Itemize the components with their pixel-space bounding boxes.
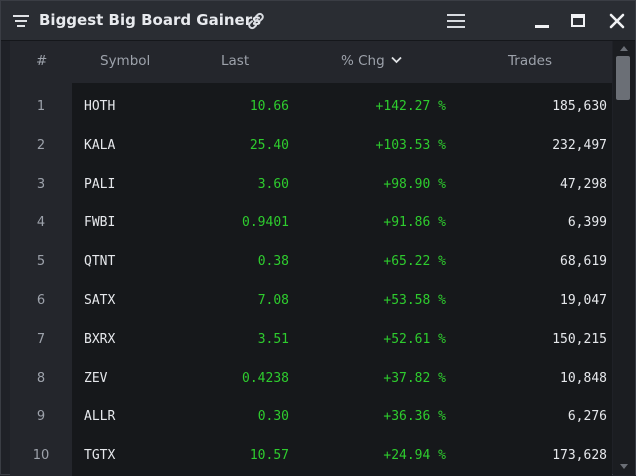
vertical-scrollbar[interactable] <box>613 41 635 475</box>
symbol-cell: PALI <box>84 176 116 192</box>
title-bar[interactable]: Biggest Big Board Gainers <box>1 1 635 41</box>
row-number: 5 <box>36 254 46 270</box>
column-header-chg-label: % Chg <box>341 53 385 69</box>
column-header-chg[interactable]: % Chg <box>341 53 402 69</box>
chevron-down-icon <box>391 56 402 64</box>
last-price-cell: 7.08 <box>257 293 289 308</box>
row-number: 1 <box>36 99 46 114</box>
symbol-cell: BXRX <box>84 331 116 347</box>
trades-cell: 6,399 <box>567 215 607 231</box>
row-number: 10 <box>32 448 50 464</box>
table-row[interactable]: 6 SATX 7.08 +53.58 % 19,047 <box>10 281 612 320</box>
column-header-trades[interactable]: Trades <box>508 53 552 69</box>
scroll-up-icon[interactable] <box>613 42 635 54</box>
trades-cell: 6,276 <box>567 409 607 425</box>
symbol-cell: QTNT <box>84 254 116 270</box>
minimize-icon[interactable] <box>531 11 553 31</box>
column-header-symbol[interactable]: Symbol <box>100 53 151 69</box>
row-number: 7 <box>36 331 46 347</box>
row-number: 9 <box>36 409 46 425</box>
percent-change-cell: +37.82 % <box>383 370 446 386</box>
symbol-cell: FWBI <box>84 215 116 231</box>
scroll-thumb[interactable] <box>616 56 630 100</box>
table-row[interactable]: 7 BXRX 3.51 +52.61 % 150,215 <box>10 320 612 359</box>
percent-change-cell: +98.90 % <box>383 176 446 192</box>
last-price-cell: 0.9401 <box>242 215 289 231</box>
last-price-cell: 3.51 <box>257 331 289 347</box>
link-icon[interactable] <box>246 11 266 31</box>
last-price-cell: 25.40 <box>249 137 289 153</box>
trades-cell: 150,215 <box>552 331 607 347</box>
window-title: Biggest Big Board Gainers <box>39 11 262 29</box>
gainers-table: # Symbol Last % Chg Trades 1 HOTH 10.66 +14… <box>10 41 612 476</box>
trades-cell: 68,619 <box>560 254 607 270</box>
symbol-cell: ZEV <box>84 370 108 386</box>
trades-cell: 232,497 <box>552 137 607 153</box>
percent-change-cell: +24.94 % <box>383 448 446 464</box>
maximize-icon[interactable] <box>567 11 589 31</box>
row-number: 8 <box>36 370 46 386</box>
row-number: 6 <box>36 293 46 308</box>
table-row[interactable]: 9 ALLR 0.30 +36.36 % 6,276 <box>10 397 612 436</box>
table-body <box>72 83 612 476</box>
column-header-last[interactable]: Last <box>221 53 250 69</box>
scroll-down-icon[interactable] <box>613 461 635 473</box>
trades-cell: 19,047 <box>560 293 607 308</box>
hamburger-icon[interactable] <box>445 11 467 31</box>
close-icon[interactable] <box>606 11 628 31</box>
table-row[interactable]: 3 PALI 3.60 +98.90 % 47,298 <box>10 165 612 204</box>
percent-change-cell: +36.36 % <box>383 409 446 425</box>
trades-cell: 47,298 <box>560 176 607 192</box>
filter-lines-icon[interactable] <box>13 14 29 28</box>
last-price-cell: 0.4238 <box>242 370 289 386</box>
column-header-num[interactable]: # <box>36 53 48 69</box>
row-number: 3 <box>36 176 46 192</box>
last-price-cell: 10.57 <box>249 448 289 464</box>
percent-change-cell: +52.61 % <box>383 331 446 347</box>
table-row[interactable]: 8 ZEV 0.4238 +37.82 % 10,848 <box>10 359 612 398</box>
table-row[interactable]: 1 HOTH 10.66 +142.27 % 185,630 <box>10 87 612 126</box>
table-row[interactable]: 5 QTNT 0.38 +65.22 % 68,619 <box>10 242 612 281</box>
table-row[interactable]: 10 TGTX 10.57 +24.94 % 173,628 <box>10 436 612 475</box>
table-row[interactable]: 4 FWBI 0.9401 +91.86 % 6,399 <box>10 203 612 242</box>
last-price-cell: 0.38 <box>257 254 289 270</box>
symbol-cell: ALLR <box>84 409 116 425</box>
symbol-cell: SATX <box>84 293 116 308</box>
last-price-cell: 10.66 <box>249 99 289 114</box>
row-number: 2 <box>36 137 46 153</box>
table-row[interactable]: 2 KALA 25.40 +103.53 % 232,497 <box>10 126 612 165</box>
trades-cell: 185,630 <box>552 99 607 114</box>
percent-change-cell: +91.86 % <box>383 215 446 231</box>
trades-cell: 173,628 <box>552 448 607 464</box>
percent-change-cell: +65.22 % <box>383 254 446 270</box>
trades-cell: 10,848 <box>560 370 607 386</box>
percent-change-cell: +103.53 % <box>375 137 446 153</box>
symbol-cell: KALA <box>84 137 116 153</box>
row-number: 4 <box>36 215 46 231</box>
row-number-column <box>10 83 72 476</box>
percent-change-cell: +142.27 % <box>375 99 446 114</box>
symbol-cell: HOTH <box>84 99 116 114</box>
table-header: # Symbol Last % Chg Trades <box>10 41 612 83</box>
symbol-cell: TGTX <box>84 448 116 464</box>
last-price-cell: 3.60 <box>257 176 289 192</box>
last-price-cell: 0.30 <box>257 409 289 425</box>
percent-change-cell: +53.58 % <box>383 293 446 308</box>
